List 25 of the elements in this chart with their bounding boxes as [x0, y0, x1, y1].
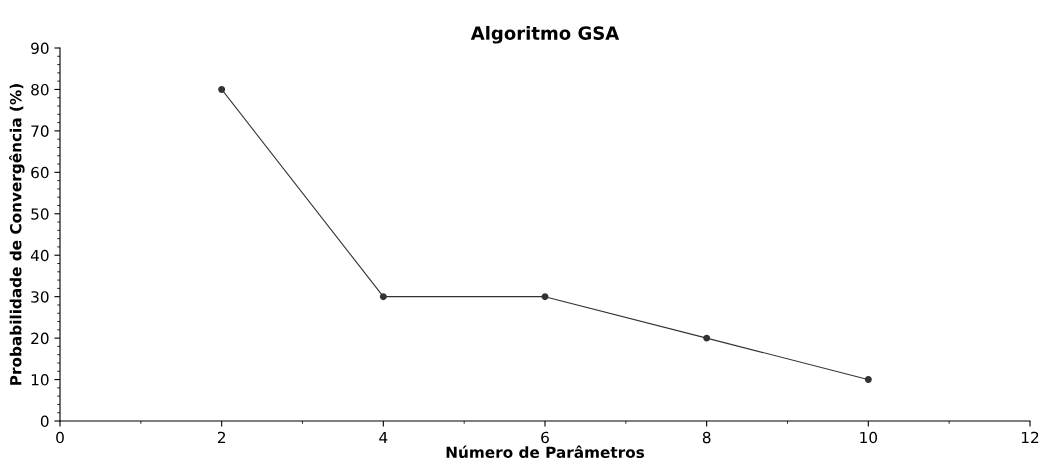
- chart-title: Algoritmo GSA: [470, 25, 620, 44]
- y-tick-label: 80: [31, 83, 49, 96]
- point: [864, 376, 872, 384]
- y-tick-label: 0: [40, 415, 49, 428]
- x-tick-label: 10: [860, 431, 878, 444]
- point: [703, 334, 711, 342]
- x-tick-label: 2: [217, 431, 225, 444]
- point: [379, 293, 387, 301]
- x-tick-label: 8: [702, 431, 711, 444]
- y-axis-title: Probabilidade de Convergência (%): [9, 84, 25, 385]
- y-tick-label: 20: [31, 332, 49, 345]
- y-tick-label: 40: [30, 249, 49, 262]
- x-tick-label: 0: [56, 431, 64, 444]
- x-tick-label: 4: [379, 431, 388, 444]
- point: [218, 85, 226, 93]
- x-axis-title: Número de Parâmetros: [446, 445, 645, 459]
- y-tick-label: 30: [31, 291, 49, 303]
- x-tick-label: 12: [1021, 431, 1039, 444]
- x-tick-label: 6: [541, 431, 549, 444]
- y-tick-label: 90: [31, 42, 49, 55]
- y-tick-label: 70: [31, 125, 49, 137]
- y-tick-label: 50: [31, 208, 49, 220]
- y-tick-label: 60: [31, 166, 49, 179]
- point: [541, 293, 549, 301]
- y-tick-label: 10: [31, 374, 49, 386]
